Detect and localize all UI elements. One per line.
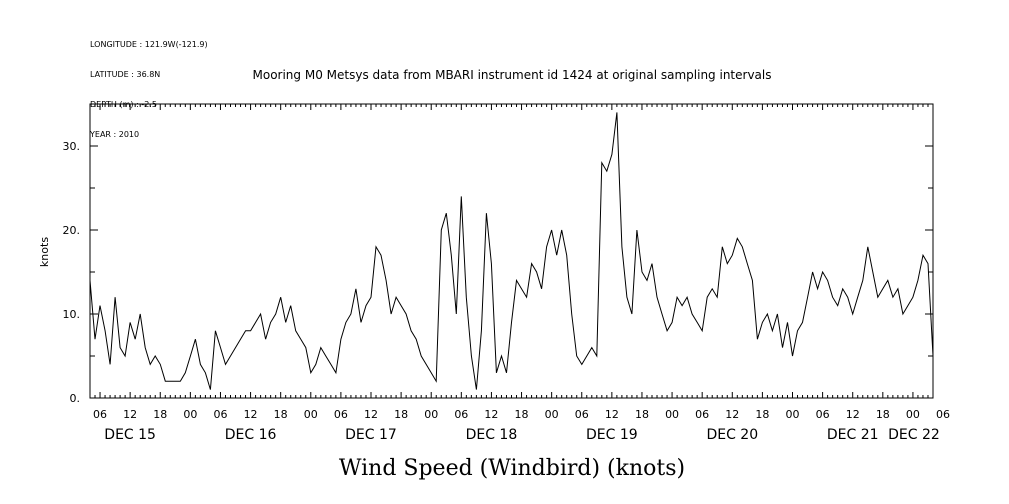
x-hour-label: 18 — [876, 408, 890, 421]
x-day-label: DEC 22 — [888, 427, 940, 443]
x-hour-label: 12 — [244, 408, 258, 421]
x-day-label: DEC 17 — [345, 427, 397, 443]
x-day-label: DEC 16 — [225, 427, 277, 443]
x-hour-label: 00 — [304, 408, 318, 421]
x-hour-label: 06 — [816, 408, 830, 421]
x-hour-label: 12 — [846, 408, 860, 421]
x-hour-label: 06 — [213, 408, 227, 421]
y-tick-label: 30. — [63, 140, 81, 153]
year-text: YEAR : 2010 — [90, 130, 140, 139]
x-hour-label: 00 — [906, 408, 920, 421]
x-day-label: DEC 19 — [586, 427, 638, 443]
x-hour-label: 06 — [695, 408, 709, 421]
chart-title: Mooring M0 Metsys data from MBARI instru… — [253, 68, 772, 82]
longitude-text: LONGITUDE : 121.9W(-121.9) — [90, 40, 208, 49]
x-hour-label: 12 — [605, 408, 619, 421]
x-hour-label: 00 — [183, 408, 197, 421]
x-day-label: DEC 21 — [827, 427, 879, 443]
y-tick-label: 20. — [63, 224, 81, 237]
y-tick-label: 0. — [70, 392, 81, 405]
x-axis-label: Wind Speed (Windbird) (knots) — [339, 456, 685, 481]
x-hour-label: 06 — [936, 408, 950, 421]
x-hour-label: 00 — [786, 408, 800, 421]
x-hour-label: 00 — [665, 408, 679, 421]
x-hour-label: 18 — [153, 408, 167, 421]
x-hour-label: 12 — [484, 408, 498, 421]
x-hour-label: 12 — [123, 408, 137, 421]
x-hour-label: 18 — [755, 408, 769, 421]
x-day-label: DEC 18 — [466, 427, 518, 443]
axes-group: 06 12 18 00 06 12 18 00 06 12 18 00 06 12 18 00 06 12 18 00… — [63, 103, 950, 443]
plot-frame — [89, 103, 934, 399]
y-axis-label: knots — [38, 237, 51, 267]
x-day-label: DEC 20 — [706, 427, 758, 443]
x-hour-label: 18 — [394, 408, 408, 421]
x-day-label: DEC 15 — [104, 427, 156, 443]
series-line — [89, 112, 934, 390]
x-hour-label: 00 — [424, 408, 438, 421]
x-hour-label: 06 — [575, 408, 589, 421]
x-hour-label: 06 — [334, 408, 348, 421]
x-hour-label: 00 — [545, 408, 559, 421]
latitude-text: LATITUDE : 36.8N — [90, 70, 161, 79]
x-hour-label: 12 — [725, 408, 739, 421]
x-hour-label: 06 — [454, 408, 468, 421]
x-hour-label: 18 — [274, 408, 288, 421]
y-tick-label: 10. — [63, 308, 81, 321]
x-hour-label: 18 — [515, 408, 529, 421]
x-hour-label: 06 — [93, 408, 107, 421]
x-hour-label: 12 — [364, 408, 378, 421]
x-hour-label: 18 — [635, 408, 649, 421]
